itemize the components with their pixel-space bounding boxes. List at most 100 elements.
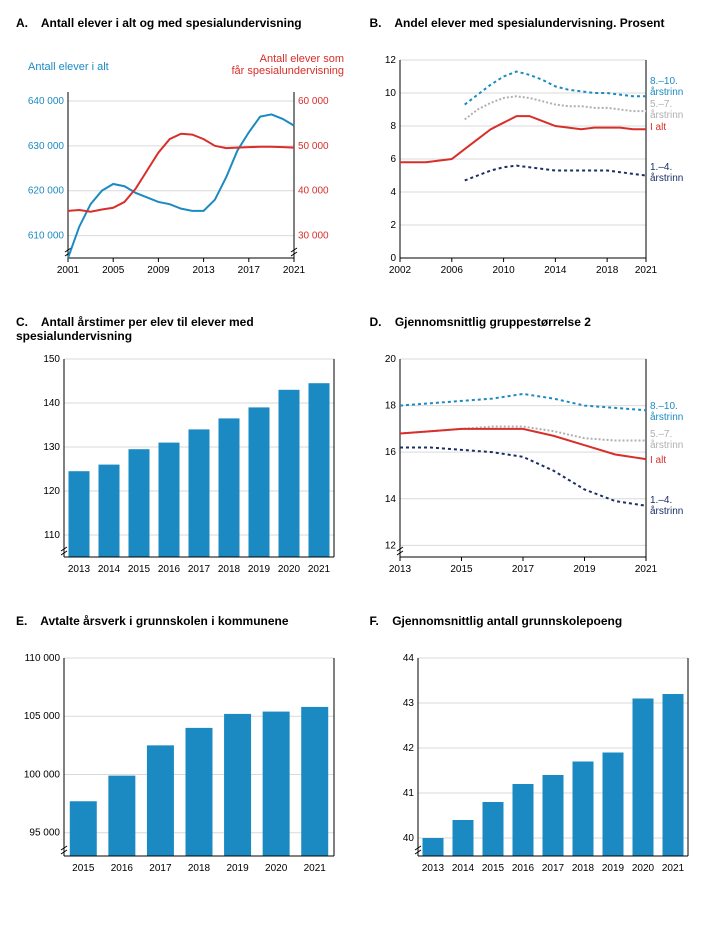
svg-text:2019: 2019 — [601, 863, 624, 874]
svg-text:20: 20 — [384, 354, 396, 365]
svg-text:årstrinn: årstrinn — [650, 109, 683, 121]
svg-text:640 000: 640 000 — [28, 96, 65, 107]
svg-text:130: 130 — [43, 442, 60, 453]
svg-text:5.–7.: 5.–7. — [650, 99, 672, 110]
svg-text:2014: 2014 — [544, 265, 567, 276]
svg-text:2013: 2013 — [192, 265, 215, 276]
svg-text:41: 41 — [402, 788, 414, 799]
svg-text:610 000: 610 000 — [28, 231, 65, 242]
svg-text:630 000: 630 000 — [28, 141, 65, 152]
svg-text:2018: 2018 — [188, 863, 211, 874]
svg-text:får spesialundervisning: får spesialundervisning — [231, 65, 344, 77]
svg-text:I alt: I alt — [650, 122, 666, 133]
svg-text:95 000: 95 000 — [29, 828, 60, 839]
panel-a-svg: Antall elever i alt Antall elever somfår … — [16, 52, 346, 282]
svg-text:30 000: 30 000 — [298, 231, 329, 242]
svg-text:2017: 2017 — [238, 265, 261, 276]
svg-text:2015: 2015 — [128, 564, 151, 575]
svg-text:2018: 2018 — [218, 564, 241, 575]
panel-c-letter: C. — [16, 315, 28, 329]
panel-f-svg: 4041424344201320142015201620172018201920… — [370, 650, 700, 880]
svg-text:140: 140 — [43, 398, 60, 409]
svg-text:1.–4.: 1.–4. — [650, 495, 672, 506]
svg-text:2001: 2001 — [57, 265, 80, 276]
svg-text:4: 4 — [390, 187, 396, 198]
panel-b-title: B. Andel elever med spesialundervisning.… — [370, 16, 704, 46]
panel-d-title: D. Gjennomsnittlig gruppestørrelse 2 — [370, 315, 704, 345]
panel-b-svg: 0246810122002200620102014201820218.–10.å… — [370, 52, 700, 282]
panel-f: F. Gjennomsnittlig antall grunnskolepoen… — [370, 614, 704, 885]
svg-text:2020: 2020 — [278, 564, 301, 575]
svg-text:10: 10 — [384, 88, 396, 99]
panel-b-title-text: Andel elever med spesialundervisning. Pr… — [394, 16, 664, 30]
panel-c-title-text: Antall årstimer per elev til elever med … — [16, 315, 254, 343]
svg-text:2018: 2018 — [596, 265, 619, 276]
svg-text:2021: 2021 — [661, 863, 684, 874]
panel-b: B. Andel elever med spesialundervisning.… — [370, 16, 704, 287]
svg-text:2013: 2013 — [68, 564, 91, 575]
panel-f-title: F. Gjennomsnittlig antall grunnskolepoen… — [370, 614, 704, 644]
svg-text:Antall elever i alt: Antall elever i alt — [28, 61, 109, 73]
svg-text:årstrinn: årstrinn — [650, 86, 683, 98]
svg-text:12: 12 — [384, 55, 396, 66]
svg-text:6: 6 — [390, 154, 396, 165]
svg-text:2: 2 — [390, 220, 396, 231]
svg-text:2021: 2021 — [283, 265, 306, 276]
svg-text:16: 16 — [384, 447, 396, 458]
svg-text:2020: 2020 — [265, 863, 288, 874]
svg-text:50 000: 50 000 — [298, 141, 329, 152]
svg-text:43: 43 — [402, 698, 414, 709]
svg-text:2020: 2020 — [631, 863, 654, 874]
svg-text:8.–10.: 8.–10. — [650, 401, 678, 412]
panel-d-svg: 1214161820201320152017201920218.–10.årst… — [370, 351, 700, 581]
panel-d-title-text: Gjennomsnittlig gruppestørrelse 2 — [395, 315, 591, 329]
svg-text:2015: 2015 — [450, 564, 473, 575]
panel-e-letter: E. — [16, 614, 27, 628]
panel-c-title: C. Antall årstimer per elev til elever m… — [16, 315, 350, 345]
panel-e-title-text: Avtalte årsverk i grunnskolen i kommunen… — [40, 614, 288, 628]
svg-text:2017: 2017 — [511, 564, 534, 575]
svg-text:2002: 2002 — [388, 265, 411, 276]
panel-a-letter: A. — [16, 16, 28, 30]
svg-text:40 000: 40 000 — [298, 186, 329, 197]
svg-text:2018: 2018 — [571, 863, 594, 874]
svg-text:2019: 2019 — [248, 564, 271, 575]
svg-text:2016: 2016 — [158, 564, 181, 575]
panel-e-title: E. Avtalte årsverk i grunnskolen i kommu… — [16, 614, 350, 644]
svg-text:42: 42 — [402, 743, 414, 754]
svg-text:årstrinn: årstrinn — [650, 505, 683, 517]
svg-text:2014: 2014 — [98, 564, 121, 575]
svg-text:100 000: 100 000 — [24, 769, 61, 780]
svg-text:14: 14 — [384, 494, 396, 505]
chart-grid: A. Antall elever i alt og med spesialund… — [16, 16, 703, 885]
svg-text:12: 12 — [384, 540, 396, 551]
panel-c-svg: 1101201301401502013201420152016201720182… — [16, 351, 346, 581]
svg-text:årstrinn: årstrinn — [650, 411, 683, 423]
svg-text:2006: 2006 — [440, 265, 463, 276]
svg-text:årstrinn: årstrinn — [650, 439, 683, 451]
svg-text:18: 18 — [384, 401, 396, 412]
svg-text:2017: 2017 — [188, 564, 211, 575]
svg-text:150: 150 — [43, 354, 60, 365]
svg-text:2015: 2015 — [481, 863, 504, 874]
svg-text:2019: 2019 — [573, 564, 596, 575]
svg-text:2021: 2021 — [634, 265, 657, 276]
svg-text:Antall elever som: Antall elever som — [260, 53, 344, 65]
panel-a-title: A. Antall elever i alt og med spesialund… — [16, 16, 350, 46]
panel-e: E. Avtalte årsverk i grunnskolen i kommu… — [16, 614, 350, 885]
svg-text:2016: 2016 — [511, 863, 534, 874]
svg-text:1.–4.: 1.–4. — [650, 162, 672, 173]
svg-text:2009: 2009 — [147, 265, 170, 276]
svg-text:2021: 2021 — [304, 863, 327, 874]
svg-text:2010: 2010 — [492, 265, 515, 276]
svg-text:2013: 2013 — [388, 564, 411, 575]
svg-text:2013: 2013 — [421, 863, 444, 874]
svg-text:44: 44 — [402, 653, 414, 664]
svg-text:60 000: 60 000 — [298, 96, 329, 107]
panel-d-letter: D. — [370, 315, 382, 329]
svg-text:2017: 2017 — [541, 863, 564, 874]
svg-text:8.–10.: 8.–10. — [650, 76, 678, 87]
panel-a-title-text: Antall elever i alt og med spesialunderv… — [41, 16, 302, 30]
svg-text:2016: 2016 — [111, 863, 134, 874]
svg-text:2005: 2005 — [102, 265, 125, 276]
